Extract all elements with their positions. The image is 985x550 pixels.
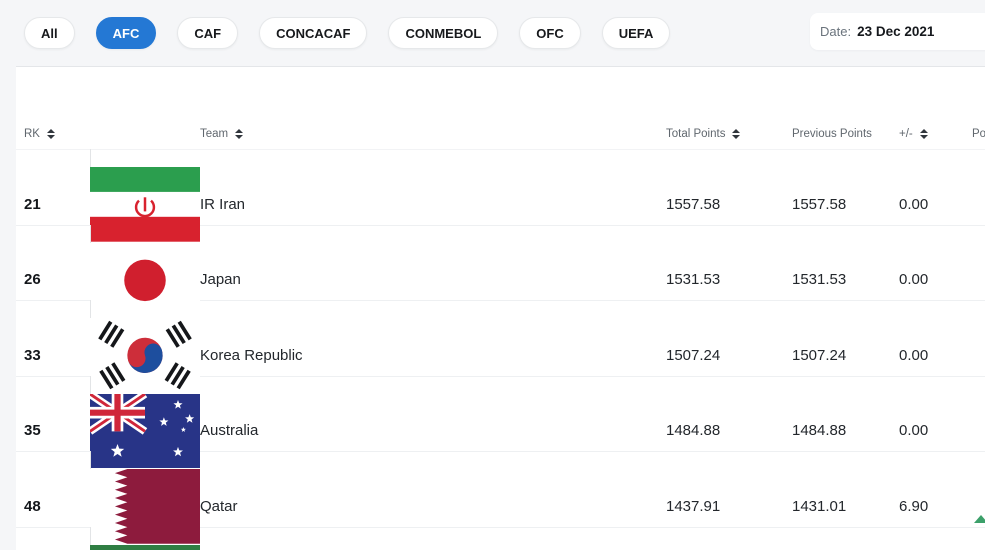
team-row[interactable]: 26 Japan 1531.53 1531.53 0.00: [16, 224, 985, 336]
tab-conmebol[interactable]: CONMEBOL: [388, 17, 499, 49]
previous-points-cell: 1557.58: [792, 195, 847, 213]
trend-up-icon: [974, 497, 985, 523]
team-row[interactable]: 35 Australia 1484.88 1484.88 0.00: [16, 375, 985, 487]
header-previous-points: Previous Points: [792, 128, 872, 140]
team-name-cell: Qatar: [200, 497, 238, 515]
rank-cell: 35: [24, 422, 41, 440]
table-header-row: RK Team Total Points Previous Points +/-…: [16, 67, 985, 150]
team-row[interactable]: 48 Qatar 1437.91 1431.01 6.90: [16, 451, 985, 550]
previous-points-cell: 1484.88: [792, 422, 847, 440]
header-change[interactable]: +/-: [899, 128, 968, 140]
total-points-cell: 1437.91: [666, 497, 721, 515]
team-flag-icon: [90, 224, 200, 336]
tab-caf[interactable]: CAF: [177, 17, 239, 49]
total-points-cell: 1531.53: [666, 271, 721, 289]
header-total-points[interactable]: Total Points: [666, 128, 792, 140]
team-name-cell: Japan: [200, 271, 241, 289]
tab-all[interactable]: All: [24, 17, 75, 49]
rank-cell: 21: [24, 195, 41, 213]
change-cell: 0.00: [899, 346, 929, 364]
sort-icon: [235, 129, 244, 139]
total-points-cell: 1557.58: [666, 195, 721, 213]
team-flag-icon: [90, 300, 200, 411]
rank-cell: 33: [24, 346, 41, 364]
team-name-cell: IR Iran: [200, 195, 246, 213]
previous-points-cell: 1431.01: [792, 497, 847, 515]
sort-icon: [732, 129, 741, 139]
sort-icon: [919, 129, 928, 139]
header-team[interactable]: Team: [200, 128, 666, 140]
date-label: Date:: [820, 24, 852, 39]
total-points-cell: 1507.24: [666, 346, 721, 364]
table-body: 21 IR Iran 1557.58 1557.58 0.00 26 Japan…: [16, 149, 985, 550]
header-trend: Po: [972, 128, 985, 140]
team-row[interactable]: [16, 526, 985, 550]
trend-cell: [968, 497, 985, 523]
team-flag-icon: [90, 526, 200, 550]
previous-points-cell: 1531.53: [792, 271, 847, 289]
tab-uefa[interactable]: UEFA: [601, 17, 671, 49]
ranking-table: RK Team Total Points Previous Points +/-…: [16, 67, 985, 550]
tab-afc[interactable]: AFC: [95, 17, 157, 49]
team-row[interactable]: 21 IR Iran 1557.58 1557.58 0.00: [16, 149, 985, 260]
change-cell: 0.00: [899, 422, 929, 440]
rank-cell: 26: [24, 271, 41, 289]
tab-concacaf[interactable]: CONCACAF: [259, 17, 368, 49]
change-cell: 0.00: [899, 271, 929, 289]
sort-icon: [46, 129, 55, 139]
date-value: 23 Dec 2021: [857, 24, 935, 39]
tab-ofc[interactable]: OFC: [519, 17, 581, 49]
change-cell: 6.90: [899, 497, 929, 515]
team-row[interactable]: 33 Korea Republic 1507.24 1507.24 0.00: [16, 300, 985, 411]
total-points-cell: 1484.88: [666, 422, 721, 440]
change-cell: 0.00: [899, 195, 929, 213]
team-flag-icon: [90, 375, 200, 487]
team-name-cell: Australia: [200, 422, 259, 440]
header-rank[interactable]: RK: [16, 128, 90, 140]
header-divider: [16, 66, 985, 67]
confederation-tabs: All AFC CAF CONCACAF CONMEBOL OFC UEFA: [24, 17, 671, 49]
team-flag-icon: [90, 149, 200, 260]
previous-points-cell: 1507.24: [792, 346, 847, 364]
team-name-cell: Korea Republic: [200, 346, 303, 364]
rank-cell: 48: [24, 497, 41, 515]
date-selector[interactable]: Date: 23 Dec 2021: [810, 13, 985, 50]
